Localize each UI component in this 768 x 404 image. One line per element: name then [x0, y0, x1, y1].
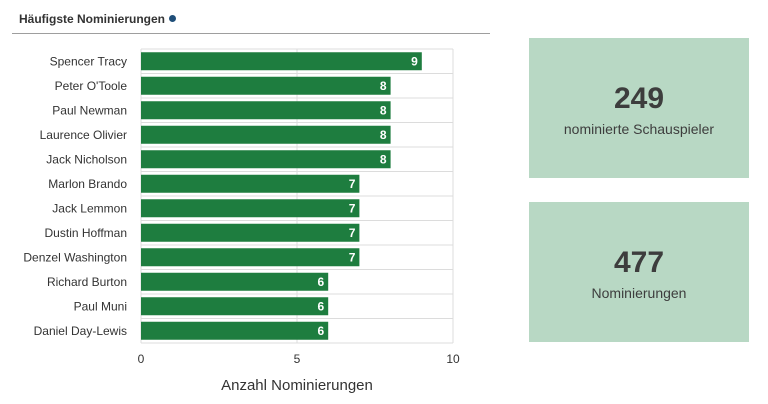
data-label: 6 — [318, 324, 325, 338]
data-label: 8 — [380, 79, 387, 93]
bar — [141, 297, 329, 316]
bar — [141, 272, 329, 291]
bar — [141, 52, 422, 71]
data-label: 6 — [318, 299, 325, 313]
data-label: 7 — [349, 201, 356, 215]
data-label: 8 — [380, 128, 387, 142]
category-label: Spencer Tracy — [50, 54, 127, 68]
data-label: 7 — [349, 177, 356, 191]
stat-label-nominations: Nominierungen — [591, 285, 687, 301]
bar — [141, 101, 391, 120]
data-label: 7 — [349, 226, 356, 240]
category-label: Laurence Olivier — [40, 128, 127, 142]
data-label: 7 — [349, 250, 356, 264]
category-label: Paul Muni — [74, 299, 127, 313]
category-label: Richard Burton — [47, 275, 127, 289]
bar — [141, 223, 360, 242]
data-label: 9 — [411, 54, 418, 68]
data-label: 8 — [380, 152, 387, 166]
section-title-text: Häufigste Nominierungen — [19, 12, 166, 26]
category-label: Jack Nicholson — [46, 152, 127, 166]
stat-label-actors: nominierte Schauspieler — [563, 121, 715, 137]
section-header: Häufigste Nominierungen — [12, 10, 490, 34]
x-tick-label: 10 — [446, 352, 460, 366]
category-label: Dustin Hoffman — [45, 226, 127, 240]
bar — [141, 199, 360, 218]
stat-card-nominations: 477 Nominierungen — [529, 202, 749, 342]
x-axis-label: Anzahl Nominierungen — [221, 377, 373, 394]
bar — [141, 150, 391, 169]
category-label: Marlon Brando — [48, 177, 127, 191]
category-label: Peter O'Toole — [55, 79, 128, 93]
category-label: Daniel Day-Lewis — [34, 324, 127, 338]
category-label: Denzel Washington — [23, 250, 127, 264]
data-label: 6 — [318, 275, 325, 289]
bar-chart: 9 Spencer Tracy 8 Peter O'Toole 8 Paul Newman… — [23, 48, 460, 394]
data-label: 8 — [380, 103, 387, 117]
stat-value-nominations: 477 — [613, 246, 665, 279]
bar — [141, 248, 360, 267]
section-title: Häufigste Nominierungen — [19, 12, 177, 26]
bar — [141, 174, 360, 193]
bar — [141, 321, 329, 340]
x-tick-label: 0 — [138, 352, 145, 366]
bar — [141, 76, 391, 95]
stat-value-actors: 249 — [613, 82, 665, 115]
stat-card-actors: 249 nominierte Schauspieler — [529, 38, 749, 178]
info-dot-icon[interactable] — [169, 15, 177, 22]
x-tick-label: 5 — [294, 352, 301, 366]
category-label: Jack Lemmon — [52, 201, 127, 215]
bar — [141, 125, 391, 144]
category-label: Paul Newman — [52, 103, 127, 117]
